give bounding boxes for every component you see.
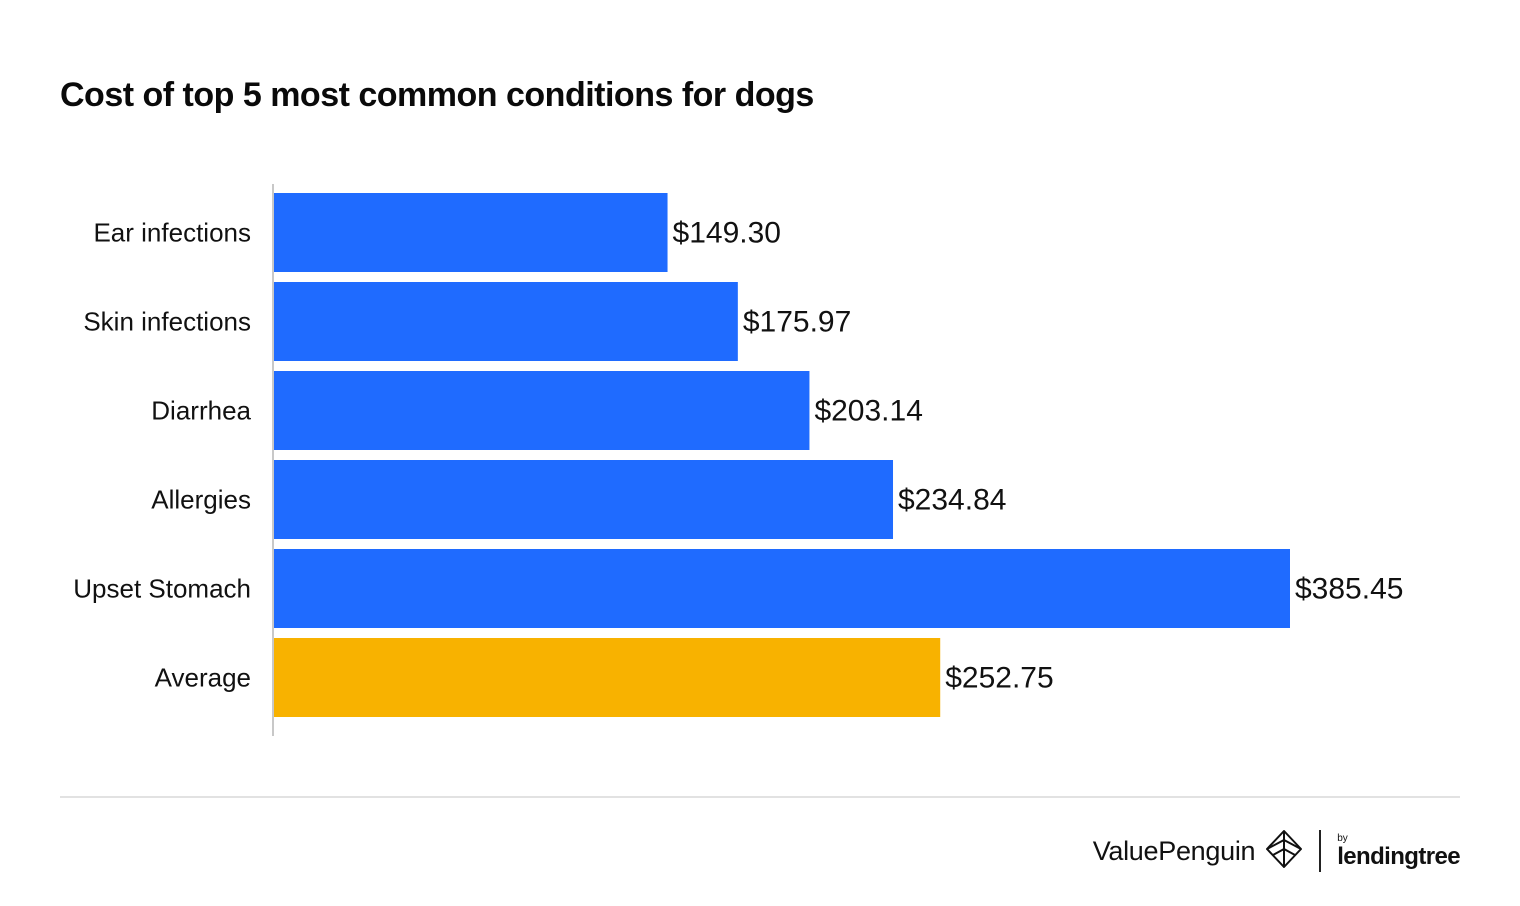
- bar-chart: Ear infections $149.30 Skin infections $175…: [73, 184, 1403, 736]
- valuepenguin-logo-icon: [1265, 829, 1303, 874]
- value-label-allergies: $234.84: [898, 484, 1006, 517]
- value-label-ear-infections: $149.30: [673, 217, 781, 250]
- category-label-allergies: Allergies: [151, 485, 251, 515]
- category-label-upset-stomach: Upset Stomach: [73, 574, 251, 604]
- value-label-diarrhea: $203.14: [814, 395, 922, 428]
- bar-upset-stomach: [274, 549, 1290, 628]
- bar-diarrhea: [274, 371, 810, 450]
- footer-brand: ValuePenguin by lendingtree: [1092, 826, 1461, 876]
- footer-divider: [60, 796, 1460, 798]
- value-label-skin-infections: $175.97: [743, 306, 851, 339]
- category-label-diarrhea: Diarrhea: [151, 396, 251, 426]
- chart-title: Cost of top 5 most common conditions for…: [60, 76, 814, 114]
- brand-lendingtree-name: lendingtree: [1337, 842, 1460, 870]
- value-label-upset-stomach: $385.45: [1295, 573, 1403, 606]
- brand-by-text: by: [1337, 832, 1348, 844]
- brand-valuepenguin: ValuePenguin: [1092, 835, 1256, 866]
- bar-allergies: [274, 460, 894, 539]
- brand-lendingtree: by lendingtree: [1337, 832, 1460, 870]
- category-label-average: Average: [155, 663, 251, 693]
- category-label-ear-infections: Ear infections: [93, 218, 251, 248]
- bar-ear-infections: [274, 193, 668, 272]
- bar-skin-infections: [274, 282, 738, 361]
- value-label-average: $252.75: [945, 662, 1053, 695]
- brand-separator: [1319, 830, 1322, 872]
- bar-average: [274, 638, 941, 717]
- category-label-skin-infections: Skin infections: [83, 307, 251, 337]
- bars-group: Ear infections $149.30 Skin infections $175…: [73, 193, 1403, 717]
